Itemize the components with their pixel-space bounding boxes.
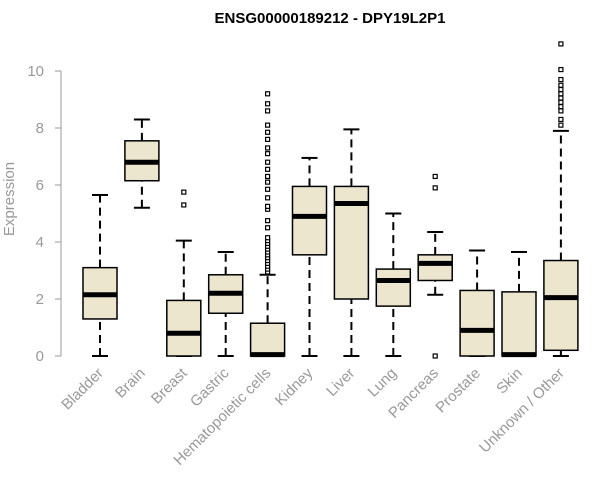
outlier-point [558, 108, 564, 114]
box-hematopoietic-cells [249, 91, 286, 358]
y-tick-label: 6 [36, 177, 44, 194]
outlier-point [558, 104, 564, 110]
box-bladder [82, 193, 118, 357]
outlier-point [265, 203, 271, 209]
outlier-point [265, 218, 271, 224]
outlier-point [558, 41, 564, 47]
outlier-point [265, 159, 271, 165]
x-tick-label: Liver [323, 365, 358, 400]
outlier-point [558, 99, 564, 105]
box-lung [375, 212, 412, 357]
box-body [501, 291, 537, 357]
outlier-point [432, 185, 438, 191]
outlier-point [265, 151, 271, 157]
box-unknown-other [543, 41, 579, 357]
x-tick-label: Lung [365, 365, 401, 401]
outlier-point [265, 166, 271, 172]
box-brain [124, 118, 160, 209]
x-tick-label: Skin [493, 365, 526, 398]
outlier-point [558, 86, 564, 93]
x-tick-label: Prostate [432, 365, 484, 417]
box-liver [333, 128, 370, 357]
outlier-point [558, 82, 564, 88]
outlier-point [558, 66, 564, 73]
outlier-point [558, 116, 564, 123]
outlier-point [265, 101, 271, 107]
box-body [166, 299, 202, 357]
outlier-point [265, 195, 271, 201]
box-body [375, 268, 412, 307]
x-tick-label: Breast [148, 364, 191, 407]
outlier-point [558, 95, 564, 101]
x-tick-label: Bladder [58, 365, 107, 414]
y-tick-label: 4 [36, 234, 44, 251]
box-skin [501, 250, 537, 358]
x-tick-label: Brain [112, 365, 149, 402]
outlier-point [181, 202, 187, 208]
outlier-point [265, 186, 271, 192]
outlier-point [265, 225, 271, 231]
outlier-point [432, 353, 438, 359]
box-body [543, 259, 579, 352]
outlier-point [265, 136, 271, 142]
y-axis-label: Expression [1, 162, 18, 236]
y-tick-label: 10 [27, 63, 44, 80]
outlier-point [265, 179, 271, 185]
outlier-point [265, 145, 271, 151]
x-tick-label: Kidney [272, 364, 317, 409]
box-gastric [207, 250, 244, 357]
outlier-point [558, 122, 564, 128]
outlier-point [432, 173, 438, 180]
outlier-point [265, 108, 271, 114]
chart-title: ENSG00000189212 - DPY19L2P1 [215, 10, 446, 27]
outlier-point [558, 91, 564, 97]
box-body [459, 289, 495, 357]
y-axis: 0 2 4 6 8 10 [27, 63, 62, 365]
y-tick-label: 8 [36, 120, 44, 137]
outlier-point [181, 189, 187, 195]
box-body [291, 185, 328, 256]
box-breast [166, 189, 202, 357]
box-prostate [459, 249, 495, 357]
outlier-point [265, 122, 271, 128]
boxes-group [82, 41, 579, 359]
outlier-point [265, 173, 271, 180]
y-tick-label: 0 [36, 348, 44, 365]
box-body [249, 322, 286, 357]
y-tick-label: 2 [36, 291, 44, 308]
outlier-point [265, 235, 271, 241]
box-kidney [291, 156, 328, 357]
box-pancreas [417, 173, 453, 359]
outlier-point [265, 129, 271, 135]
outlier-point [558, 76, 564, 83]
outlier-point [265, 91, 271, 97]
box-body [417, 254, 453, 282]
